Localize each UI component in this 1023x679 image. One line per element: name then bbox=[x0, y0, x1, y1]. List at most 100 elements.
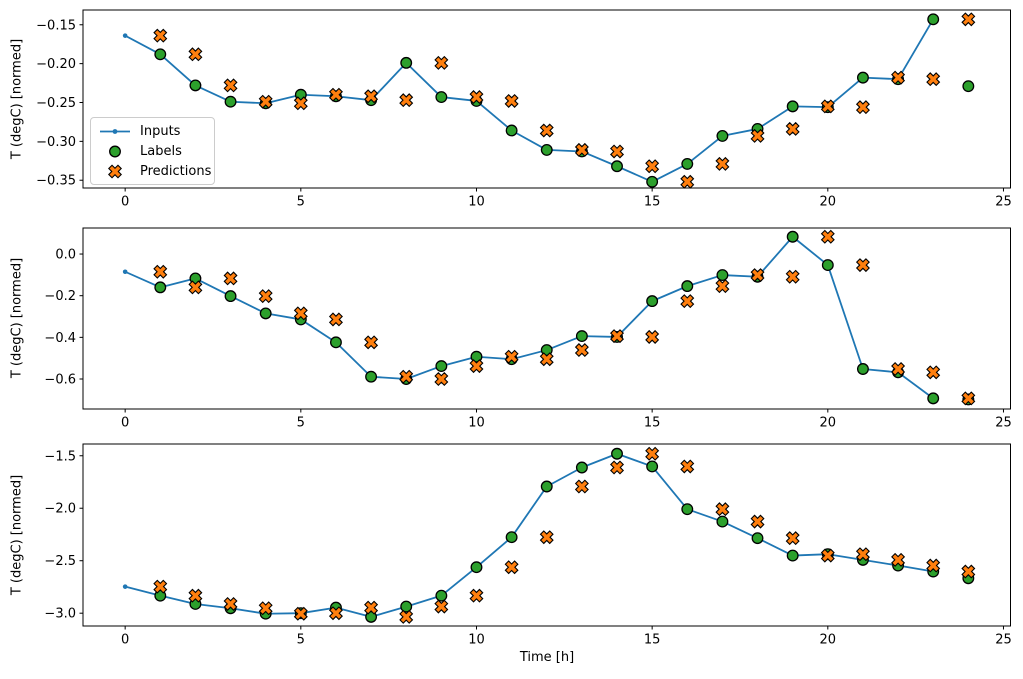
prediction-marker bbox=[364, 600, 379, 615]
prediction-marker bbox=[926, 72, 941, 87]
prediction-marker bbox=[399, 369, 414, 384]
prediction-marker bbox=[961, 12, 976, 27]
prediction-marker bbox=[645, 159, 660, 174]
label-marker bbox=[786, 230, 799, 243]
inputs-line bbox=[124, 452, 934, 618]
y-tick-label: −0.20 bbox=[36, 57, 76, 72]
prediction-marker bbox=[469, 588, 484, 603]
label-marker bbox=[224, 95, 237, 108]
y-axis-label-subplot-2: T (degC) [normed] bbox=[9, 257, 25, 379]
subplot-3: 0 5 10 15 20 25 −1.5 −2.0 −2.5 −3.0 bbox=[44, 443, 1012, 648]
prediction-marker bbox=[574, 142, 589, 157]
label-marker bbox=[821, 259, 834, 272]
prediction-marker bbox=[820, 229, 835, 244]
label-marker bbox=[365, 370, 378, 383]
label-marker bbox=[224, 290, 237, 303]
prediction-marker bbox=[223, 271, 238, 286]
label-marker bbox=[575, 330, 588, 343]
label-marker bbox=[259, 307, 272, 320]
prediction-marker bbox=[750, 128, 765, 143]
label-marker bbox=[154, 281, 167, 294]
prediction-marker bbox=[188, 280, 203, 295]
x-tick-label: 25 bbox=[995, 195, 1012, 210]
prediction-marker bbox=[855, 100, 870, 115]
y-tick-label: 0.0 bbox=[55, 248, 76, 263]
x-tick-label: 5 bbox=[297, 416, 305, 431]
y-tick-label: −0.6 bbox=[44, 373, 76, 388]
prediction-marker bbox=[891, 362, 906, 377]
prediction-marker bbox=[153, 579, 168, 594]
prediction-marker bbox=[328, 312, 343, 327]
y-tick-label: −3.0 bbox=[44, 607, 76, 622]
prediction-marker bbox=[680, 459, 695, 474]
predictions-x-sample bbox=[108, 164, 122, 178]
label-marker bbox=[786, 100, 799, 113]
label-marker bbox=[927, 392, 940, 405]
x-axis-label: Time [h] bbox=[519, 650, 575, 665]
axes-frame bbox=[82, 443, 1011, 627]
prediction-marker bbox=[328, 606, 343, 621]
label-marker bbox=[716, 129, 729, 142]
axes-frame bbox=[82, 227, 1011, 410]
prediction-marker bbox=[645, 446, 660, 461]
prediction-marker bbox=[293, 96, 308, 111]
y-axis-label-subplot-1: T (degC) [normed] bbox=[9, 38, 25, 160]
prediction-marker bbox=[328, 87, 343, 102]
label-marker bbox=[611, 447, 623, 460]
prediction-marker bbox=[469, 90, 484, 105]
prediction-marker bbox=[855, 547, 870, 562]
prediction-marker bbox=[715, 279, 730, 294]
prediction-marker bbox=[891, 552, 906, 567]
prediction-marker bbox=[258, 94, 273, 109]
x-tick-label: 0 bbox=[121, 195, 129, 210]
input-point-marker bbox=[122, 33, 128, 38]
prediction-marker bbox=[153, 264, 168, 279]
label-marker bbox=[681, 280, 694, 293]
y-tick-label: −0.15 bbox=[36, 18, 76, 33]
prediction-marker bbox=[750, 514, 765, 529]
label-marker bbox=[470, 350, 483, 363]
prediction-marker bbox=[680, 174, 695, 189]
x-tick-label: 10 bbox=[468, 416, 485, 431]
label-marker bbox=[927, 13, 940, 26]
legend: Inputs Labels Predictions bbox=[90, 117, 215, 185]
prediction-marker bbox=[891, 70, 906, 85]
prediction-marker bbox=[188, 588, 203, 603]
prediction-marker bbox=[258, 601, 273, 616]
prediction-marker bbox=[926, 365, 941, 380]
label-marker bbox=[751, 532, 764, 545]
label-marker bbox=[681, 157, 694, 170]
label-marker bbox=[716, 515, 729, 528]
legend-item-inputs: Inputs bbox=[99, 124, 210, 139]
label-marker bbox=[575, 461, 588, 474]
prediction-marker bbox=[574, 479, 589, 494]
label-marker bbox=[856, 363, 869, 375]
label-marker bbox=[716, 269, 729, 282]
label-marker bbox=[962, 80, 975, 93]
x-tick-label: 20 bbox=[820, 416, 837, 431]
prediction-marker bbox=[785, 121, 800, 136]
prediction-marker bbox=[153, 28, 168, 43]
inputs-dot-sample bbox=[112, 128, 118, 134]
prediction-marker bbox=[820, 548, 835, 563]
subplot-1: 0 5 10 15 20 25 −0.15 −0.20 −0.25 −0.30 −0.35 bbox=[36, 9, 1012, 210]
label-marker bbox=[540, 143, 553, 156]
prediction-marker bbox=[574, 343, 589, 358]
prediction-marker bbox=[715, 156, 730, 171]
y-tick-label: −1.5 bbox=[44, 449, 76, 464]
prediction-marker bbox=[961, 564, 976, 579]
prediction-marker bbox=[504, 349, 519, 364]
label-marker bbox=[856, 71, 869, 84]
prediction-marker bbox=[399, 609, 414, 624]
inputs-line bbox=[124, 18, 934, 183]
x-tick-label: 0 bbox=[121, 633, 129, 648]
prediction-marker bbox=[961, 391, 976, 406]
x-tick-label: 20 bbox=[820, 195, 837, 210]
x-tick-label: 20 bbox=[820, 633, 837, 648]
prediction-marker bbox=[750, 268, 765, 283]
label-marker bbox=[646, 460, 659, 473]
prediction-marker bbox=[223, 78, 238, 93]
y-tick-label: −2.5 bbox=[44, 554, 76, 569]
prediction-marker bbox=[610, 460, 625, 475]
